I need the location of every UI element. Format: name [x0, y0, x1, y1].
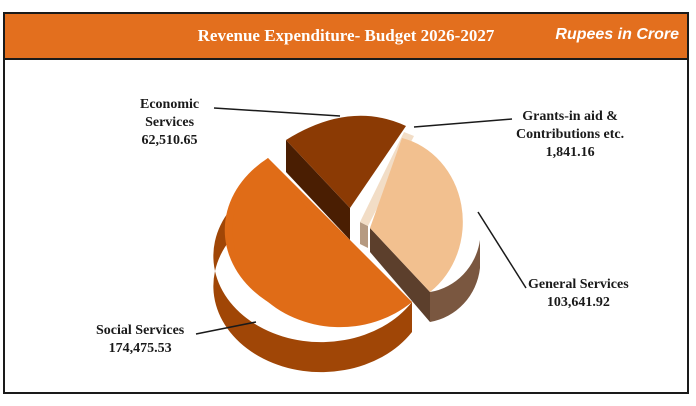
chart-frame: Revenue Expenditure- Budget 2026-2027 Ru… [3, 12, 689, 394]
label-social-line-1: Social Services [96, 323, 185, 338]
value-social: 174,475.53 [108, 341, 172, 356]
slice-economic-top [286, 115, 406, 208]
label-economic-line-2: Services [145, 115, 195, 130]
label-economic-services: Economic Services 62,510.65 [140, 96, 199, 150]
label-social-services: Social Services 174,475.53 [96, 322, 184, 358]
value-general: 103,641.92 [546, 295, 610, 310]
unit-label: Rupees in Crore [555, 26, 679, 43]
label-economic-line-1: Economic [140, 97, 200, 112]
value-economic: 62,510.65 [141, 133, 198, 148]
slice-general-side [430, 240, 480, 322]
label-general-services: General Services 103,641.92 [528, 276, 629, 312]
leader-line-grants [413, 118, 513, 128]
value-grants: 1,841.16 [545, 145, 595, 160]
slice-grants-side [360, 222, 368, 248]
slice-general-services [370, 138, 480, 322]
slice-general-side-left [370, 228, 430, 322]
slice-economic-services [286, 115, 406, 240]
chart-header: Revenue Expenditure- Budget 2026-2027 Ru… [5, 14, 687, 60]
slice-general-top [370, 138, 463, 292]
label-grants-line-1: Grants-in aid & [522, 109, 618, 124]
slice-social-side [213, 210, 412, 373]
slice-economic-side [286, 140, 350, 240]
label-grants: Grants-in aid & Contributions etc. 1,841… [516, 108, 624, 162]
chart-title: Revenue Expenditure- Budget 2026-2027 [197, 26, 495, 45]
label-general-line-1: General Services [528, 277, 629, 292]
leader-line-social [195, 321, 257, 335]
slice-social-services [213, 158, 412, 373]
slice-social-top-body [232, 158, 412, 328]
label-grants-line-2: Contributions etc. [516, 127, 625, 142]
leader-line-general [477, 211, 527, 289]
leader-line-economic [213, 107, 341, 117]
